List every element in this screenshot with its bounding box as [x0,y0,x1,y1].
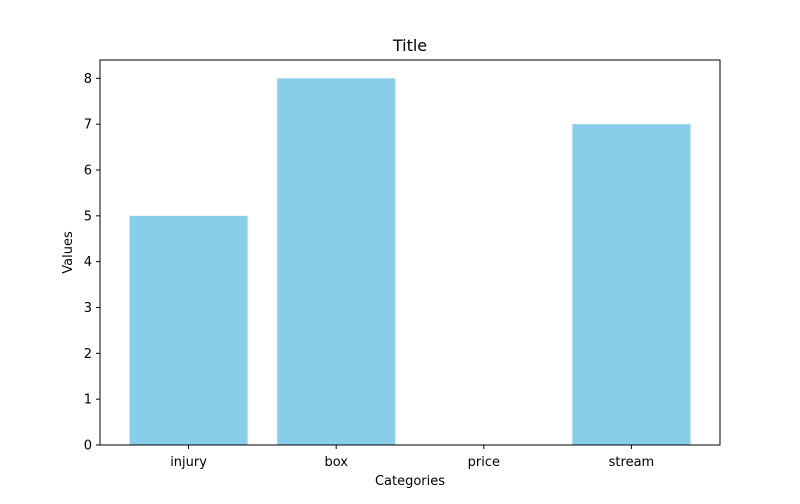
bars-layer [129,78,691,446]
plot-frame [99,59,721,446]
y-tick-label: 2 [84,347,92,362]
y-tick-label: 3 [84,301,92,316]
y-tick-label: 4 [84,255,92,270]
y-tick-label: 7 [84,118,92,133]
x-tick-label: stream [609,455,655,470]
x-tick-label: box [324,455,348,470]
x-axis-label: Categories [375,474,445,489]
bar-stream [572,124,691,446]
x-tick-label: injury [170,455,207,470]
y-tick-label: 5 [84,209,92,224]
y-tick-label: 1 [84,393,92,408]
bar-injury [129,215,248,445]
y-tick-label: 6 [84,164,92,179]
y-tick-label: 8 [84,72,92,87]
ticks-layer: injury box price stream 0 1 2 3 4 5 6 7 8 [84,72,654,470]
x-tick-label: price [468,455,500,470]
y-axis-label: Values [61,231,76,274]
chart-title: Title [392,36,427,55]
bar-box [277,78,396,445]
y-tick-label: 0 [84,439,92,454]
